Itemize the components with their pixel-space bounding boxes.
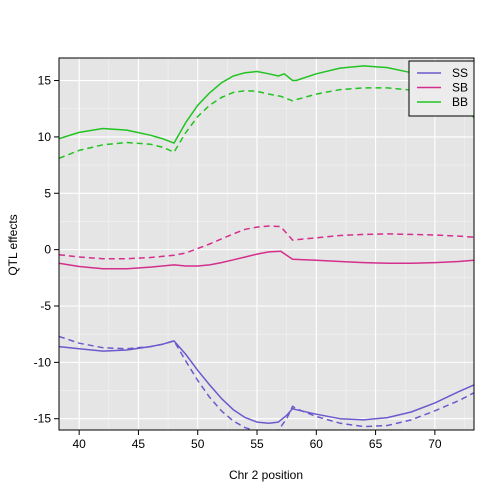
legend-label-bb: BB [452, 95, 468, 109]
x-tick-label: 65 [369, 437, 383, 451]
series-lines [59, 65, 474, 430]
plot-border [58, 57, 475, 431]
series-line-ss-solid [59, 340, 474, 424]
series-line-bb-dashed [59, 87, 474, 159]
plot-panel [59, 58, 474, 430]
y-tick-label: -15 [34, 412, 52, 426]
x-tick-label: 60 [310, 437, 324, 451]
series-line-sb-dashed [59, 225, 474, 260]
axes: 40 45 50 55 60 65 70 -15 -10 -5 0 5 10 15 [34, 74, 442, 451]
plot-area: 40 45 50 55 60 65 70 -15 -10 -5 0 5 10 15 [34, 57, 475, 451]
y-tick-label: 0 [44, 243, 51, 257]
series-line-ss-dashed [59, 335, 474, 430]
x-tick-label: 55 [250, 437, 264, 451]
legend-label-ss: SS [452, 66, 468, 80]
x-axis-label: Chr 2 position [229, 468, 303, 482]
y-tick-label: 10 [38, 130, 52, 144]
x-tick-label: 40 [72, 437, 86, 451]
x-tick-label: 50 [191, 437, 205, 451]
y-tick-label: 5 [44, 186, 51, 200]
legend-label-sb: SB [452, 81, 468, 95]
series-line-sb-solid [59, 250, 474, 270]
y-axis-label: QTL effects [6, 214, 20, 275]
legend-box [408, 60, 475, 117]
y-tick-label: -10 [34, 355, 52, 369]
y-tick-label: -5 [40, 299, 51, 313]
grid-lines [59, 58, 474, 430]
series-line-bb-solid [59, 65, 474, 144]
y-tick-label: 15 [38, 74, 52, 88]
x-tick-label: 45 [132, 437, 146, 451]
x-tick-label: 70 [428, 437, 442, 451]
